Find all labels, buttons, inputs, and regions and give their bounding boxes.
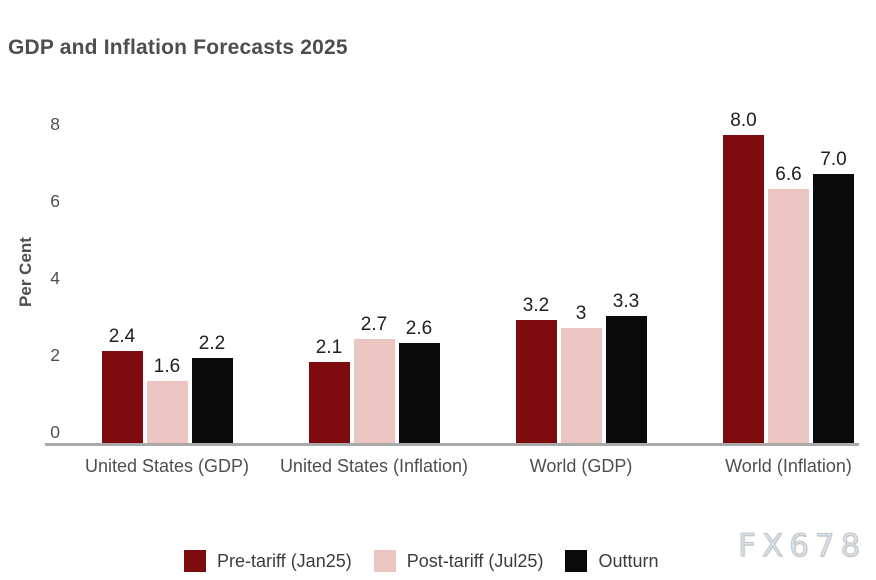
- bar-value-label: 2.1: [315, 337, 343, 359]
- bar-pre-tariff-jan25: 3.2: [515, 295, 557, 443]
- bar-pre-tariff-jan25: 2.4: [101, 326, 143, 443]
- watermark: FX678: [737, 528, 867, 565]
- y-tick-label-2: 2: [50, 344, 60, 365]
- x-category-label: United States (Inflation): [279, 456, 469, 476]
- legend: Pre-tariff (Jan25) Post-tariff (Jul25) Out…: [184, 550, 658, 572]
- x-category-label: World (GDP): [529, 456, 633, 476]
- bar-value-label: 2.7: [360, 314, 388, 336]
- bar-value-label: 3: [575, 302, 587, 324]
- legend-item-post-tariff-jul25: Post-tariff (Jul25): [373, 550, 544, 572]
- legend-item-pre-tariff-jan25: Pre-tariff (Jan25): [184, 550, 352, 572]
- bar-outturn: 7.0: [813, 149, 854, 443]
- bar-post-tariff-jul25: 3: [560, 303, 602, 443]
- bar-outturn: 2.6: [398, 318, 440, 443]
- y-tick-label-8: 8: [50, 113, 60, 134]
- bar-value-label: 2.6: [405, 317, 433, 339]
- bar-post-tariff-jul25: 1.6: [146, 356, 188, 443]
- bar-outturn: 3.3: [605, 291, 647, 443]
- bar-group-world-inflation: 8.0 6.6 7.0: [723, 110, 854, 443]
- legend-swatch-outturn: [565, 550, 588, 572]
- bar-pre-tariff-jan25: 8.0: [723, 110, 764, 443]
- bar-group-world-gdp: 3.2 3 3.3: [515, 291, 647, 443]
- bar-value-label: 1.6: [153, 356, 181, 378]
- legend-swatch-post-tariff-jul25: [373, 550, 396, 572]
- bar-value-label: 2.4: [108, 325, 136, 347]
- bar-value-label: 3.2: [522, 294, 550, 316]
- x-axis-baseline: [45, 443, 859, 446]
- legend-label: Pre-tariff (Jan25): [217, 550, 352, 571]
- y-tick-label-4: 4: [50, 267, 60, 288]
- bar-group-united-states-gdp: 2.4 1.6 2.2: [101, 326, 233, 443]
- legend-label: Outturn: [598, 550, 659, 571]
- y-tick-label-0: 0: [50, 421, 60, 442]
- legend-swatch-pre-tariff-jan25: [184, 550, 206, 572]
- bar-outturn: 2.2: [191, 333, 233, 443]
- legend-label: Post-tariff (Jul25): [406, 550, 544, 571]
- bar-pre-tariff-jan25: 2.1: [308, 337, 350, 443]
- bar-value-label: 8.0: [730, 110, 757, 131]
- chart-title: GDP and Inflation Forecasts 2025: [8, 36, 348, 59]
- bar-value-label: 2.2: [198, 333, 226, 355]
- legend-item-outturn: Outturn: [565, 550, 658, 572]
- x-category-label: United States (GDP): [84, 456, 250, 476]
- bar-post-tariff-jul25: 6.6: [768, 164, 809, 443]
- bar-post-tariff-jul25: 2.7: [353, 314, 395, 443]
- bar-value-label: 7.0: [820, 148, 847, 170]
- bar-group-united-states-inflation: 2.1 2.7 2.6: [308, 314, 440, 443]
- x-category-label: World (Inflation): [725, 456, 852, 476]
- bar-value-label: 3.3: [612, 290, 640, 312]
- bar-value-label: 6.6: [775, 163, 802, 185]
- y-tick-label-6: 6: [50, 190, 60, 211]
